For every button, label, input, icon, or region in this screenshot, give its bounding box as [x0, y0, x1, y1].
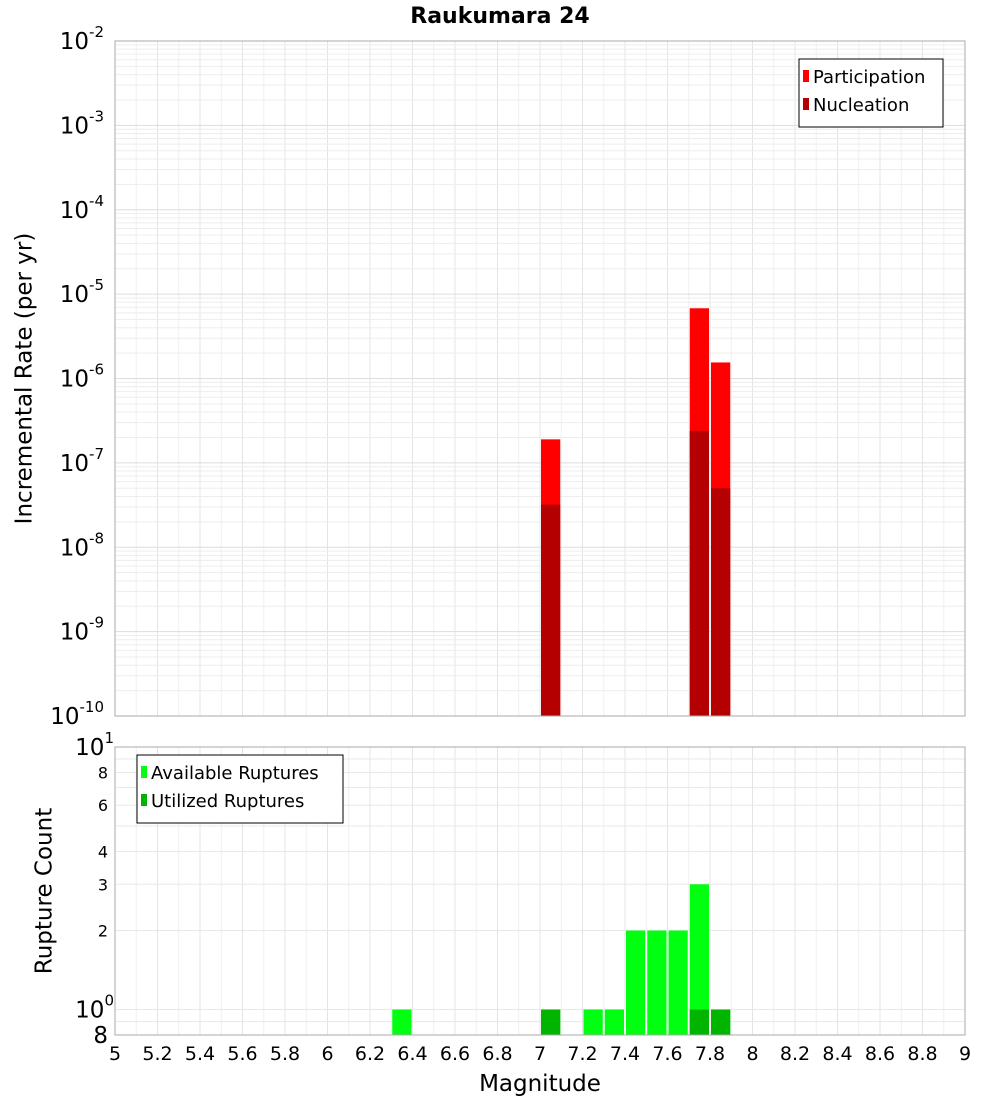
rate-legend-label: Nucleation [813, 95, 909, 116]
rate-y-tick-label: 10-7 [60, 445, 104, 477]
count-y-tick-label: 100 [75, 992, 114, 1024]
count-y-tick-label: 8 [98, 763, 108, 782]
count-y-tick-label: 6 [98, 796, 108, 815]
count-bar-a [604, 1009, 624, 1035]
count-bar-b [689, 1009, 709, 1035]
count-legend-box [136, 754, 344, 824]
count-bar-a [626, 930, 646, 1035]
count-y-tick-label: 8 [93, 1023, 108, 1049]
count-y-tick-label: 2 [98, 922, 108, 941]
count-y-axis-label: Rupture Count [32, 808, 58, 974]
rate-legend-box [798, 58, 944, 128]
x-tick-label: 5.6 [227, 1043, 257, 1065]
rate-y-tick-label: 10-10 [50, 698, 104, 730]
x-tick-label: 6 [321, 1043, 333, 1065]
count-legend-swatch [141, 794, 147, 806]
count-bar-a [668, 930, 688, 1035]
rate-y-tick-label: 10-9 [60, 614, 104, 646]
x-tick-label: 6.8 [482, 1043, 512, 1065]
count-bar-a [689, 884, 709, 1035]
count-y-tick-label: 101 [75, 729, 114, 761]
x-tick-label: 5.8 [270, 1043, 300, 1065]
rate-y-axis-label: Incremental Rate (per yr) [12, 233, 38, 525]
x-tick-label: 7.8 [695, 1043, 725, 1065]
count-panel: 100 101 8 2 3 4 6 8 5 5.2 5.4 5.6 5.8 6 6.2 6.4 6.6 6.8 7… [32, 729, 972, 1097]
count-y-tick-label: 3 [98, 875, 108, 894]
x-tick-label: 8.4 [822, 1043, 852, 1065]
x-tick-labels: 5 5.2 5.4 5.6 5.8 6 6.2 6.4 6.6 6.8 7 7.2 7.4 7.6 7.8 8… [109, 1043, 971, 1065]
count-bar-a [583, 1009, 603, 1035]
chart-title: Raukumara 24 [410, 4, 589, 29]
rate-legend-swatch [803, 70, 809, 82]
count-y-tick-labels: 100 101 8 2 3 4 6 8 [75, 729, 114, 1049]
count-bar-b [541, 1009, 561, 1035]
x-tick-label: 9 [959, 1043, 971, 1065]
rate-legend-label: Participation [813, 67, 925, 88]
x-tick-label: 6.4 [397, 1043, 427, 1065]
count-legend-swatch [141, 766, 147, 778]
rate-plot-border [114, 40, 966, 717]
x-tick-label: 7.2 [567, 1043, 597, 1065]
count-bar-b [711, 1009, 731, 1035]
x-tick-label: 5 [109, 1043, 121, 1065]
rate-legend: Participation Nucleation [798, 58, 944, 128]
x-tick-label: 8.8 [907, 1043, 937, 1065]
rate-bars [541, 308, 731, 716]
x-tick-label: 8 [746, 1043, 758, 1065]
count-bar-a [647, 930, 667, 1035]
x-tick-label: 6.6 [440, 1043, 470, 1065]
x-tick-label: 7.4 [610, 1043, 640, 1065]
rate-bar-b [541, 504, 561, 716]
count-legend: Available Ruptures Utilized Ruptures [136, 754, 344, 824]
count-bars [392, 884, 731, 1035]
rate-y-tick-label: 10-5 [60, 276, 104, 308]
x-tick-label: 5.2 [142, 1043, 172, 1065]
rate-y-tick-label: 10-6 [60, 361, 104, 393]
x-tick-label: 8.2 [780, 1043, 810, 1065]
rate-y-tick-label: 10-3 [60, 107, 104, 139]
rate-y-tick-label: 10-2 [60, 23, 104, 55]
rate-gridlines [114, 41, 966, 717]
rate-bar-b [689, 430, 709, 716]
rate-y-tick-labels: 10-10 10-9 10-8 10-7 10-6 10-5 10-4 10-3 10-2 [50, 23, 104, 730]
x-tick-label: 5.4 [185, 1043, 215, 1065]
count-bar-a [392, 1009, 412, 1035]
rate-y-tick-label: 10-8 [60, 529, 104, 561]
count-legend-label: Available Ruptures [151, 763, 319, 784]
rate-legend-swatch [803, 98, 809, 110]
count-plot-border [114, 746, 966, 1036]
x-tick-label: 6.2 [355, 1043, 385, 1065]
rate-panel: 10-10 10-9 10-8 10-7 10-6 10-5 10-4 10-3 10-2 In… [12, 23, 966, 730]
x-tick-label: 7.6 [652, 1043, 682, 1065]
rate-bar-b [711, 488, 731, 716]
rate-y-tick-label: 10-4 [60, 192, 104, 224]
count-y-tick-label: 4 [98, 842, 108, 861]
x-tick-label: 8.6 [865, 1043, 895, 1065]
x-tick-label: 7 [534, 1043, 546, 1065]
x-axis-label: Magnitude [479, 1071, 601, 1097]
count-legend-label: Utilized Ruptures [151, 791, 304, 812]
